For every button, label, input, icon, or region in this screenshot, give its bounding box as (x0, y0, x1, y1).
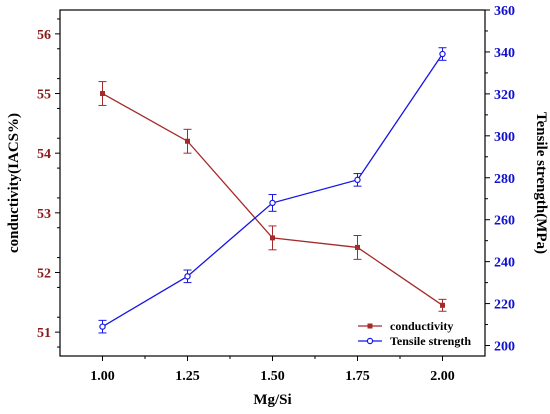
x-tick-label: 1.75 (345, 369, 370, 384)
series-line-tensile-strength (102, 53, 444, 328)
right-tick-label: 320 (494, 88, 515, 103)
x-tick-label: 1.50 (260, 369, 285, 384)
x-axis-label: Mg/Si (253, 392, 291, 408)
x-tick-label: 2.00 (430, 369, 455, 384)
left-tick-label: 56 (37, 28, 51, 43)
legend: conductivity Tensile strength (358, 319, 471, 348)
data-point (270, 235, 275, 241)
legend-label-conductivity: conductivity (390, 319, 453, 333)
left-y-axis-label: conductivity(IACS%) (6, 113, 22, 253)
data-point (440, 302, 445, 308)
x-tick-label: 1.25 (175, 369, 200, 384)
right-tick-label: 360 (494, 4, 515, 19)
left-tick-label: 52 (37, 266, 51, 281)
legend-marker-conductivity (367, 323, 373, 329)
legend-label-tensile-strength: Tensile strength (390, 334, 471, 348)
left-axis-ticks: 51 52 53 54 55 56 (37, 18, 60, 348)
data-point (100, 91, 105, 97)
data-point (184, 273, 191, 280)
left-tick-label: 54 (37, 147, 51, 162)
right-tick-label: 200 (494, 340, 515, 355)
data-point (99, 323, 106, 330)
right-tick-label: 280 (494, 172, 515, 187)
legend-marker-tensile-strength (366, 337, 374, 345)
right-tick-label: 220 (494, 298, 515, 313)
right-tick-label: 240 (494, 256, 515, 271)
right-tick-label: 340 (494, 46, 515, 61)
right-tick-label: 260 (494, 214, 515, 229)
left-tick-label: 53 (37, 207, 51, 222)
x-axis-ticks: 1.00 1.25 1.50 1.75 2.00 (90, 356, 455, 384)
series-layer (98, 47, 447, 334)
plot-frame (59, 9, 486, 357)
left-tick-label: 51 (37, 326, 51, 341)
data-point (355, 244, 360, 250)
data-point (354, 176, 361, 184)
data-point (185, 138, 190, 144)
data-point (269, 199, 276, 207)
data-point (439, 50, 446, 58)
x-tick-label: 1.00 (90, 369, 115, 384)
right-tick-label: 300 (494, 130, 515, 145)
right-y-axis-label: Tensile strength(MPa) (533, 112, 549, 254)
left-tick-label: 55 (37, 88, 51, 103)
right-axis-ticks: 200 220 240 260 280 300 320 340 360 (485, 4, 515, 355)
